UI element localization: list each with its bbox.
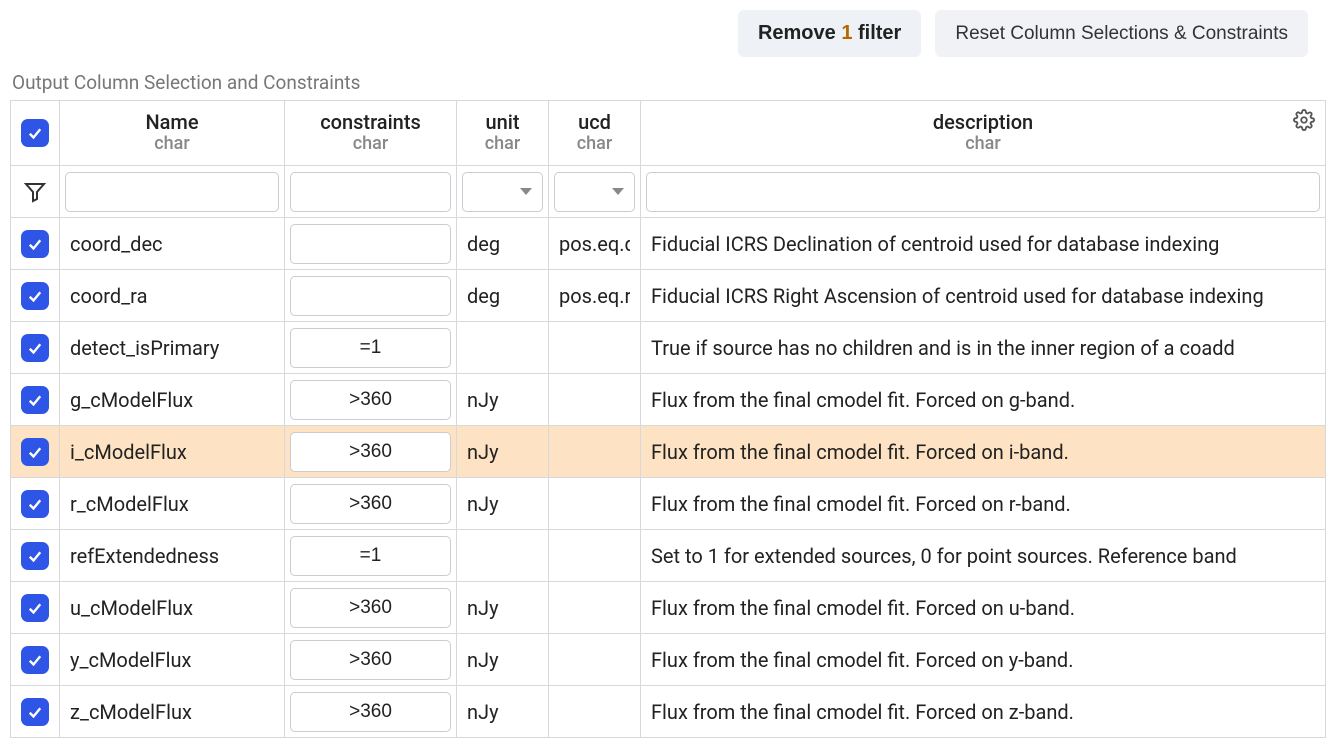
col-header-ucd[interactable]: ucd char — [549, 107, 640, 159]
header-row: Name char constraints char unit char ucd… — [10, 100, 1326, 166]
constraint-input[interactable] — [290, 224, 451, 264]
constraint-input[interactable] — [290, 692, 451, 732]
column-table: Name char constraints char unit char ucd… — [0, 100, 1326, 750]
row-unit: nJy — [467, 700, 499, 724]
row-description: Flux from the final cmodel fit. Forced o… — [651, 388, 1075, 412]
row-name: coord_ra — [70, 284, 147, 308]
row-unit: deg — [467, 284, 500, 308]
table-row: coord_ra deg pos.eq.ra Fiducial ICRS Right … — [10, 270, 1326, 322]
select-all-checkbox[interactable] — [21, 119, 49, 147]
col-header-name[interactable]: Name char — [60, 107, 284, 159]
row-description: True if source has no children and is in… — [651, 336, 1235, 360]
row-checkbox[interactable] — [21, 230, 49, 258]
row-name: detect_isPrimary — [70, 336, 219, 360]
row-description: Set to 1 for extended sources, 0 for poi… — [651, 544, 1237, 568]
table-row: y_cModelFlux nJy Flux from the final cmode… — [10, 634, 1326, 686]
row-description: Flux from the final cmodel fit. Forced o… — [651, 648, 1073, 672]
row-checkbox[interactable] — [21, 594, 49, 622]
remove-filter-suffix: filter — [852, 22, 901, 44]
table-row: z_cModelFlux nJy Flux from the final cmode… — [10, 686, 1326, 738]
table-row: r_cModelFlux nJy Flux from the final cmode… — [10, 478, 1326, 530]
chevron-down-icon — [612, 188, 624, 195]
table-row: coord_dec deg pos.eq.dec Fiducial ICRS Decl… — [10, 218, 1326, 270]
row-name: r_cModelFlux — [70, 492, 189, 516]
row-unit: nJy — [467, 648, 499, 672]
constraint-input[interactable] — [290, 640, 451, 680]
gear-icon[interactable] — [1293, 109, 1315, 131]
remove-filter-count: 1 — [841, 22, 852, 44]
table-row: u_cModelFlux nJy Flux from the final cmode… — [10, 582, 1326, 634]
table-row: g_cModelFlux nJy Flux from the final cmode… — [10, 374, 1326, 426]
row-description: Flux from the final cmodel fit. Forced o… — [651, 440, 1069, 464]
row-checkbox[interactable] — [21, 334, 49, 362]
table-row: detect_isPrimary True if source has no ch… — [10, 322, 1326, 374]
row-name: z_cModelFlux — [70, 700, 192, 724]
row-name: u_cModelFlux — [70, 596, 193, 620]
constraint-input[interactable] — [290, 276, 451, 316]
row-description: Fiducial ICRS Declination of centroid us… — [651, 232, 1219, 256]
row-ucd: pos.eq.ra — [559, 284, 630, 308]
constraint-input[interactable] — [290, 536, 451, 576]
row-checkbox[interactable] — [21, 698, 49, 726]
section-title: Output Column Selection and Constraints — [0, 57, 1326, 100]
row-name: coord_dec — [70, 232, 163, 256]
row-checkbox[interactable] — [21, 282, 49, 310]
toolbar: Remove 1 filter Reset Column Selections … — [0, 0, 1326, 57]
row-name: i_cModelFlux — [70, 440, 187, 464]
constraint-input[interactable] — [290, 588, 451, 628]
table-row: i_cModelFlux nJy Flux from the final cmode… — [10, 426, 1326, 478]
filter-unit-dropdown[interactable] — [462, 172, 543, 212]
col-header-constraints[interactable]: constraints char — [285, 107, 456, 159]
col-header-description[interactable]: description char — [641, 107, 1325, 159]
filter-constraints-input[interactable] — [290, 172, 451, 212]
filter-icon — [23, 180, 47, 204]
row-unit: nJy — [467, 440, 499, 464]
col-header-unit[interactable]: unit char — [457, 107, 548, 159]
row-unit: nJy — [467, 388, 499, 412]
constraint-input[interactable] — [290, 328, 451, 368]
row-name: y_cModelFlux — [70, 648, 191, 672]
row-description: Flux from the final cmodel fit. Forced o… — [651, 596, 1075, 620]
filter-name-input[interactable] — [65, 172, 279, 212]
row-checkbox[interactable] — [21, 438, 49, 466]
row-unit: nJy — [467, 492, 499, 516]
row-checkbox[interactable] — [21, 542, 49, 570]
row-name: g_cModelFlux — [70, 388, 193, 412]
remove-filter-prefix: Remove — [758, 22, 841, 44]
constraint-input[interactable] — [290, 484, 451, 524]
row-description: Flux from the final cmodel fit. Forced o… — [651, 492, 1071, 516]
remove-filter-button[interactable]: Remove 1 filter — [738, 10, 921, 57]
row-checkbox[interactable] — [21, 646, 49, 674]
row-ucd: pos.eq.dec — [559, 232, 630, 256]
reset-constraints-button[interactable]: Reset Column Selections & Constraints — [935, 10, 1308, 57]
filter-ucd-dropdown[interactable] — [554, 172, 635, 212]
row-name: refExtendedness — [70, 544, 219, 568]
row-unit: deg — [467, 232, 500, 256]
constraint-input[interactable] — [290, 432, 451, 472]
row-description: Flux from the final cmodel fit. Forced o… — [651, 700, 1074, 724]
chevron-down-icon — [520, 188, 532, 195]
table-row: refExtendedness Set to 1 for extended sou… — [10, 530, 1326, 582]
filter-row — [10, 166, 1326, 218]
constraint-input[interactable] — [290, 380, 451, 420]
row-checkbox[interactable] — [21, 386, 49, 414]
row-checkbox[interactable] — [21, 490, 49, 518]
row-unit: nJy — [467, 596, 499, 620]
row-description: Fiducial ICRS Right Ascension of centroi… — [651, 284, 1264, 308]
filter-description-input[interactable] — [646, 172, 1320, 212]
